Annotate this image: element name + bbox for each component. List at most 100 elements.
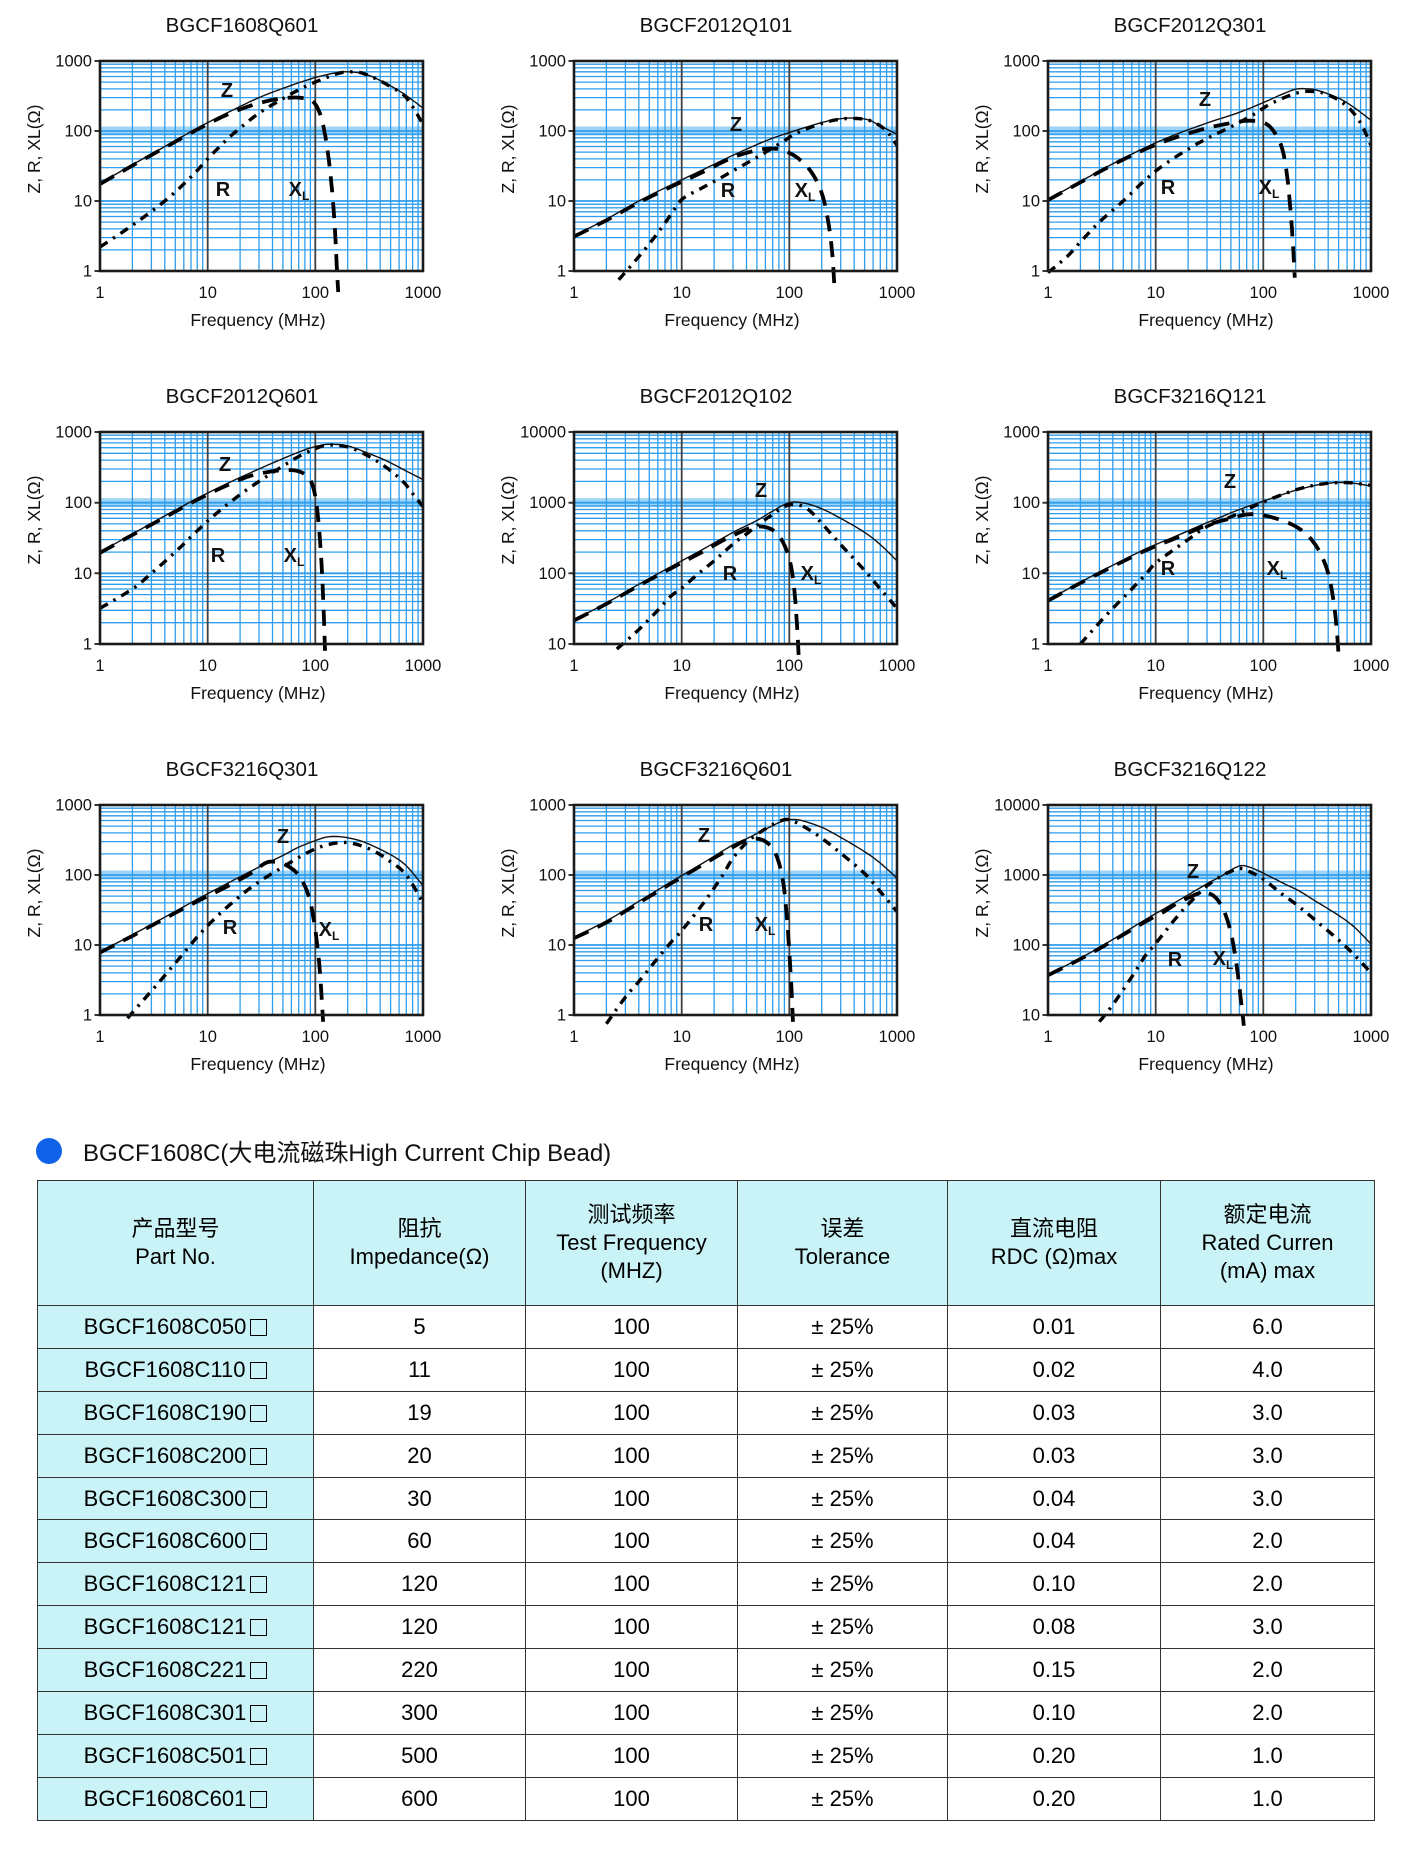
svg-text:Frequency (MHz): Frequency (MHz) — [664, 1054, 799, 1074]
svg-text:100: 100 — [1250, 657, 1278, 675]
svg-text:Frequency (MHz): Frequency (MHz) — [1138, 1054, 1273, 1074]
svg-text:10: 10 — [1147, 1028, 1165, 1046]
svg-text:100: 100 — [1012, 123, 1040, 141]
svg-text:1000: 1000 — [529, 494, 566, 512]
svg-text:1: 1 — [569, 1028, 578, 1046]
svg-text:Frequency (MHz): Frequency (MHz) — [1138, 310, 1273, 330]
svg-text:Frequency (MHz): Frequency (MHz) — [190, 1054, 325, 1074]
svg-text:1000: 1000 — [529, 797, 566, 815]
svg-text:10: 10 — [548, 193, 566, 211]
svg-text:10: 10 — [1022, 1007, 1040, 1025]
svg-text:Frequency (MHz): Frequency (MHz) — [190, 310, 325, 330]
svg-text:100: 100 — [538, 565, 566, 583]
svg-text:1000: 1000 — [1003, 53, 1040, 71]
svg-text:Frequency (MHz): Frequency (MHz) — [1138, 683, 1273, 703]
svg-text:100: 100 — [64, 494, 92, 512]
svg-text:10: 10 — [673, 1028, 691, 1046]
svg-text:R: R — [223, 917, 238, 939]
svg-text:1: 1 — [1031, 263, 1040, 281]
svg-text:1000: 1000 — [1353, 1028, 1390, 1046]
svg-text:1: 1 — [569, 284, 578, 302]
svg-text:100: 100 — [776, 284, 804, 302]
svg-text:Z, R, XL(Ω): Z, R, XL(Ω) — [24, 105, 44, 194]
svg-text:BGCF3216Q122: BGCF3216Q122 — [1114, 758, 1267, 781]
svg-text:100: 100 — [302, 1028, 330, 1046]
svg-text:1000: 1000 — [879, 284, 916, 302]
svg-text:100: 100 — [538, 867, 566, 885]
svg-text:100: 100 — [302, 657, 330, 675]
svg-text:1000: 1000 — [879, 1028, 916, 1046]
svg-text:1000: 1000 — [1003, 867, 1040, 885]
svg-text:10: 10 — [673, 657, 691, 675]
svg-text:Z: Z — [219, 454, 231, 476]
svg-text:100: 100 — [776, 657, 804, 675]
svg-text:100: 100 — [538, 123, 566, 141]
svg-text:1: 1 — [1043, 657, 1052, 675]
svg-text:10000: 10000 — [994, 797, 1040, 815]
svg-text:Z, R, XL(Ω): Z, R, XL(Ω) — [498, 105, 518, 194]
svg-text:XL: XL — [795, 180, 816, 204]
svg-text:100: 100 — [64, 867, 92, 885]
svg-text:10: 10 — [199, 284, 217, 302]
svg-text:100: 100 — [1250, 1028, 1278, 1046]
svg-text:1000: 1000 — [55, 797, 92, 815]
svg-text:BGCF2012Q601: BGCF2012Q601 — [166, 385, 319, 408]
svg-text:Z, R, XL(Ω): Z, R, XL(Ω) — [972, 476, 992, 565]
svg-text:1: 1 — [1031, 636, 1040, 654]
svg-text:10: 10 — [548, 636, 566, 654]
svg-text:10: 10 — [1022, 565, 1040, 583]
svg-text:R: R — [1161, 177, 1176, 199]
svg-text:1000: 1000 — [529, 53, 566, 71]
svg-text:Z, R, XL(Ω): Z, R, XL(Ω) — [972, 105, 992, 194]
svg-text:Frequency (MHz): Frequency (MHz) — [664, 683, 799, 703]
svg-text:100: 100 — [1012, 937, 1040, 955]
svg-text:Z: Z — [221, 80, 233, 102]
svg-text:1: 1 — [83, 636, 92, 654]
svg-text:1: 1 — [83, 263, 92, 281]
svg-text:XL: XL — [319, 919, 340, 943]
svg-text:XL: XL — [1259, 177, 1280, 201]
svg-text:10: 10 — [74, 565, 92, 583]
svg-text:1: 1 — [569, 657, 578, 675]
svg-text:1000: 1000 — [1003, 424, 1040, 442]
svg-text:XL: XL — [289, 179, 310, 203]
svg-text:10000: 10000 — [520, 424, 566, 442]
svg-text:1: 1 — [557, 263, 566, 281]
svg-text:R: R — [721, 180, 736, 202]
svg-text:10: 10 — [74, 937, 92, 955]
svg-text:Z: Z — [1224, 471, 1236, 493]
svg-text:Z: Z — [1199, 89, 1211, 111]
svg-text:R: R — [699, 914, 714, 936]
svg-text:1000: 1000 — [405, 1028, 442, 1046]
svg-text:Z, R, XL(Ω): Z, R, XL(Ω) — [24, 849, 44, 938]
svg-text:Z, R, XL(Ω): Z, R, XL(Ω) — [498, 849, 518, 938]
svg-text:1000: 1000 — [405, 284, 442, 302]
svg-text:BGCF3216Q121: BGCF3216Q121 — [1114, 385, 1267, 408]
svg-text:1: 1 — [1043, 1028, 1052, 1046]
svg-text:10: 10 — [199, 1028, 217, 1046]
svg-text:BGCF1608Q601: BGCF1608Q601 — [166, 14, 319, 37]
svg-text:10: 10 — [548, 937, 566, 955]
svg-text:1: 1 — [95, 657, 104, 675]
svg-text:Z: Z — [277, 826, 289, 848]
svg-text:BGCF3216Q601: BGCF3216Q601 — [640, 758, 793, 781]
svg-text:R: R — [211, 545, 226, 567]
svg-text:10: 10 — [673, 284, 691, 302]
svg-text:1: 1 — [83, 1007, 92, 1025]
svg-text:XL: XL — [801, 563, 822, 587]
svg-text:R: R — [723, 563, 738, 585]
svg-text:Z: Z — [698, 825, 710, 847]
svg-text:1000: 1000 — [879, 657, 916, 675]
svg-text:R: R — [1168, 949, 1183, 971]
svg-text:100: 100 — [1012, 494, 1040, 512]
svg-text:Frequency (MHz): Frequency (MHz) — [190, 683, 325, 703]
svg-text:10: 10 — [1022, 193, 1040, 211]
svg-text:Z: Z — [1187, 861, 1199, 883]
svg-text:10: 10 — [1147, 284, 1165, 302]
svg-text:1000: 1000 — [1353, 284, 1390, 302]
svg-text:XL: XL — [284, 545, 305, 569]
svg-text:1000: 1000 — [55, 424, 92, 442]
svg-text:Z, R, XL(Ω): Z, R, XL(Ω) — [972, 849, 992, 938]
svg-text:1: 1 — [557, 1007, 566, 1025]
svg-text:10: 10 — [199, 657, 217, 675]
